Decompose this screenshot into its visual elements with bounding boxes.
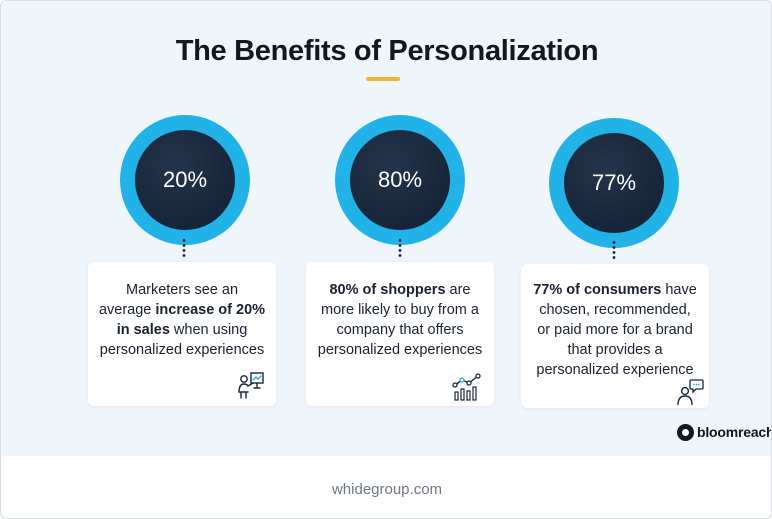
stat-card: 80% of shoppers are more likely to buy f… bbox=[306, 262, 494, 406]
stat-highlight: 80% of shoppers bbox=[329, 282, 446, 298]
stat-card: Marketers see an average increase of 20%… bbox=[88, 262, 276, 406]
connector-dots bbox=[398, 238, 402, 258]
stat-description: 77% of consumers have chosen, recommende… bbox=[531, 280, 699, 380]
infographic-panel: The Benefits of Personalization 20% Mark… bbox=[1, 1, 772, 456]
stat-value: 80% bbox=[350, 130, 450, 230]
bar-line-chart-icon bbox=[452, 373, 481, 401]
stat-description: 80% of shoppers are more likely to buy f… bbox=[316, 280, 484, 360]
stat-highlight: 77% of consumers bbox=[533, 282, 662, 298]
page-title: The Benefits of Personalization bbox=[175, 35, 599, 67]
person-speech-bubble-icon bbox=[677, 379, 704, 406]
footer-source: whidegroup.com bbox=[331, 481, 443, 498]
stat-card: 77% of consumers have chosen, recommende… bbox=[521, 264, 709, 408]
stat-description: Marketers see an average increase of 20%… bbox=[98, 280, 266, 360]
brand-logo-text: bloomreach bbox=[697, 424, 772, 440]
stat-value: 77% bbox=[564, 133, 664, 233]
stat-text-segment: Marketers see an average bbox=[98, 282, 239, 318]
title-accent-underline bbox=[366, 77, 400, 81]
connector-dots bbox=[612, 240, 616, 260]
bloomreach-logo-icon bbox=[677, 423, 694, 441]
presentation-person-icon bbox=[238, 372, 264, 399]
connector-dots bbox=[182, 238, 186, 258]
stat-text-segment: when using personalized experiences bbox=[99, 322, 265, 358]
stat-text-segment: are more likely to buy from a company th… bbox=[317, 282, 483, 358]
stat-highlight: increase of 20% in sales bbox=[116, 302, 266, 338]
stat-value: 20% bbox=[135, 130, 235, 230]
stat-text-segment: have chosen, recommended, or paid more f… bbox=[536, 282, 697, 378]
brand-logo: bloomreach bbox=[677, 422, 772, 442]
